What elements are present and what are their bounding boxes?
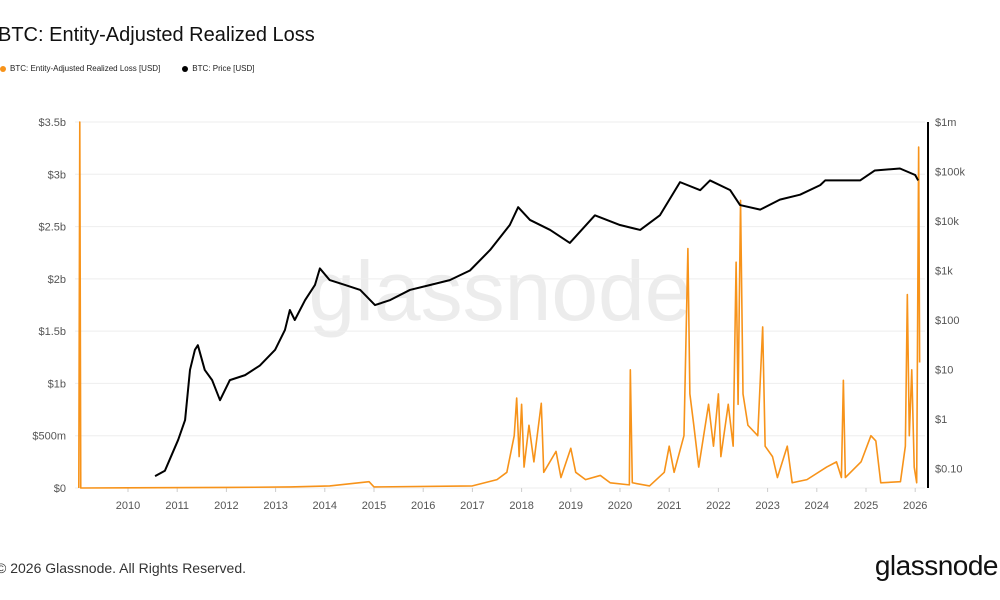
y-right-tick-label: $10 xyxy=(935,365,953,377)
legend-label: BTC: Price [USD] xyxy=(192,64,255,73)
x-tick-label: 2019 xyxy=(559,500,583,512)
y-right-tick-label: $1m xyxy=(935,117,956,129)
legend: BTC: Entity-Adjusted Realized Loss [USD]… xyxy=(0,64,255,73)
y-right-tick-label: $10k xyxy=(935,216,959,228)
y-left-tick-label: $2b xyxy=(48,274,66,286)
copyright: © 2026 Glassnode. All Rights Reserved. xyxy=(0,560,247,576)
x-tick-label: 2012 xyxy=(214,500,238,512)
x-tick-label: 2010 xyxy=(116,500,140,512)
x-tick-label: 2014 xyxy=(313,500,337,512)
y-right-tick-label: $1k xyxy=(935,266,953,278)
y-left-tick-label: $3.5b xyxy=(38,117,66,129)
legend-item-price[interactable]: BTC: Price [USD] xyxy=(182,64,255,73)
x-tick-label: 2020 xyxy=(608,500,632,512)
legend-item-realized-loss[interactable]: BTC: Entity-Adjusted Realized Loss [USD] xyxy=(0,64,160,73)
x-tick-label: 2011 xyxy=(165,500,189,512)
orange-dot-icon xyxy=(0,65,6,72)
y-right-tick-label: $100k xyxy=(935,167,965,179)
realized-loss-line xyxy=(78,121,921,489)
x-tick-label: 2023 xyxy=(755,500,779,512)
glassnode-logo: glassnode xyxy=(874,550,999,581)
y-left-tick-label: $0 xyxy=(54,483,66,495)
y-left-tick-label: $2.5b xyxy=(38,222,66,234)
x-tick-label: 2022 xyxy=(706,500,730,512)
legend-label: BTC: Entity-Adjusted Realized Loss [USD] xyxy=(10,64,161,73)
x-tick-label: 2018 xyxy=(509,500,533,512)
y-left-tick-label: $500m xyxy=(32,431,66,443)
y-right-tick-label: $1 xyxy=(935,414,947,426)
x-tick-label: 2013 xyxy=(263,500,287,512)
x-tick-label: 2025 xyxy=(854,500,878,512)
x-tick-label: 2024 xyxy=(805,500,829,512)
y-right-tick-label: $100 xyxy=(935,315,959,327)
chart-title: BTC: Entity-Adjusted Realized Loss xyxy=(0,24,315,46)
y-left-tick-label: $1.5b xyxy=(38,326,66,338)
y-left-tick-label: $1b xyxy=(48,378,66,390)
x-tick-label: 2017 xyxy=(460,500,484,512)
price-line xyxy=(154,167,920,478)
watermark: glassnode xyxy=(309,244,692,338)
x-tick-label: 2015 xyxy=(362,500,386,512)
y-right-tick-label: $0.10 xyxy=(935,464,963,476)
x-tick-label: 2016 xyxy=(411,500,435,512)
x-tick-label: 2021 xyxy=(657,500,681,512)
y-left-tick-label: $3b xyxy=(48,169,66,181)
black-dot-icon xyxy=(182,65,189,72)
x-tick-label: 2026 xyxy=(903,500,927,512)
